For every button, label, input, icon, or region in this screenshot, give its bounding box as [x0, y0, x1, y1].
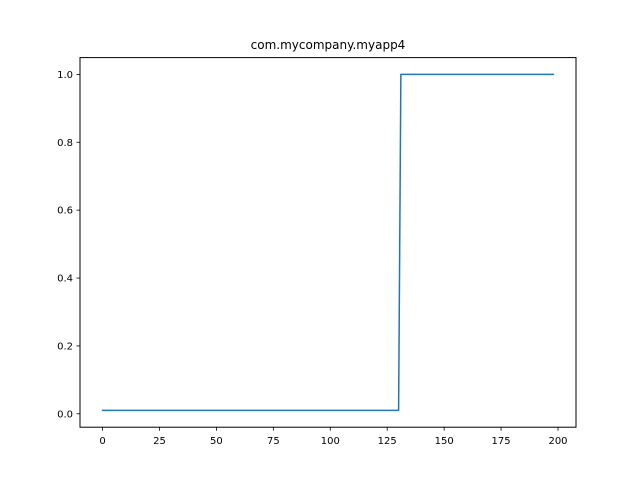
x-tick-label: 125 — [378, 436, 397, 447]
series-line-0 — [101, 73, 555, 412]
y-tick-label: 0.8 — [57, 138, 73, 149]
y-tick-label: 0.6 — [57, 206, 73, 217]
x-tick-label: 25 — [153, 436, 166, 447]
axis-ticks: 0 25 50 75 100 125 150 175 200 0.0 0.2 0.4 0.6 0.8 1.0 — [57, 70, 567, 447]
x-tick-label: 175 — [492, 436, 511, 447]
x-tick-label: 100 — [321, 436, 340, 447]
x-tick-label: 150 — [435, 436, 454, 447]
y-tick-label: 0.4 — [57, 274, 73, 285]
y-tick-label: 1.0 — [57, 70, 73, 81]
x-tick-label: 0 — [99, 436, 105, 447]
y-tick-label: 0.2 — [57, 341, 73, 352]
plot-area — [101, 73, 555, 412]
x-tick-label: 50 — [210, 436, 223, 447]
x-tick-label: 75 — [267, 436, 280, 447]
x-tick-label: 200 — [548, 436, 567, 447]
chart-title: com.mycompany.myapp4 — [251, 38, 406, 52]
y-tick-label: 0.0 — [57, 409, 73, 420]
axes-frame — [79, 57, 577, 428]
